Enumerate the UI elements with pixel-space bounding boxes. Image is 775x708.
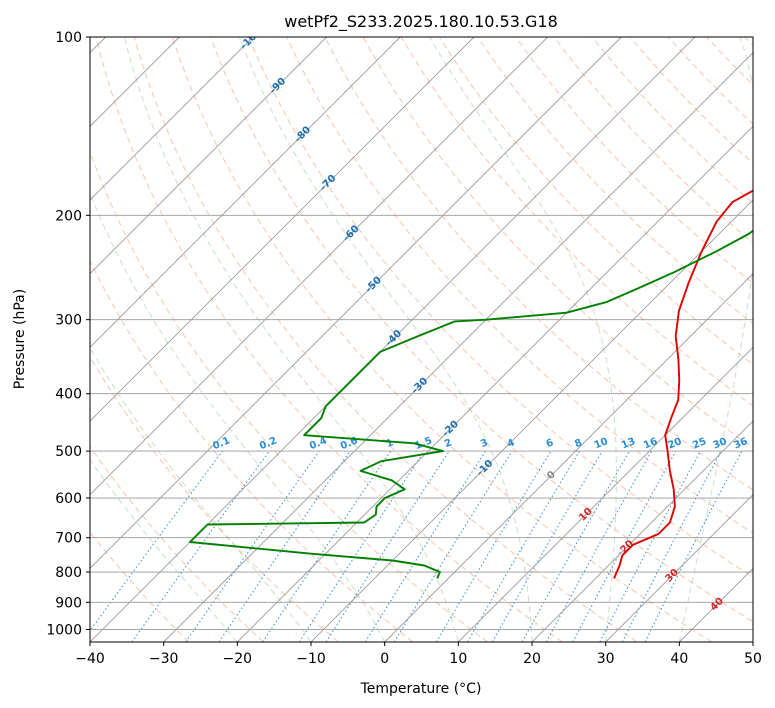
isotherm-line [237,125,753,642]
mixing-ratio-label: 4 [506,437,517,450]
mixing-ratio-label: 10 [593,436,610,451]
x-axis-ticks: −40 −30 −20 −10 0 10 20 30 40 50 [75,642,762,667]
mixing-ratio-label: 8 [573,437,584,450]
dry-adiabat-line [515,37,753,284]
mixing-ratio-line [262,450,392,642]
mixing-ratio-label: 3 [479,437,490,450]
moist-adiabat-line [429,37,617,642]
isotherm-line [752,641,753,642]
x-tick-label: 40 [670,651,688,667]
x-tick-label: 50 [744,651,762,667]
isotherm-line [310,199,753,642]
dry-adiabat-line [133,37,638,642]
mixing-ratio-line [644,450,743,642]
x-tick-label: −30 [149,651,179,667]
moist-adiabat-line [239,37,533,642]
y-axis-label: Pressure (hPa) [12,289,28,389]
mixing-ratio-line [393,450,513,642]
y-tick-label: 200 [55,208,82,224]
pressure-gridlines [90,37,753,630]
line-labels: 0.1 0.2 0.4 0.6 1 1.5 2 3 4 6 8 10 13 16 20 25 30 36-100-… [211,37,749,613]
y-tick-label: 900 [55,595,82,611]
dry-adiabat-line [95,37,563,642]
y-tick-label: 100 [55,30,82,46]
mixing-ratio-label: 20 [666,436,683,451]
skewed-isotherms [90,37,753,642]
plot-frame [89,36,754,643]
dry-adiabat-line [90,259,414,642]
x-tick-label: −10 [296,651,326,667]
mixing-ratio-line [90,450,223,632]
isotherm-line [458,346,753,642]
mixing-ratio-label: 36 [732,436,749,451]
mixing-ratio-label: 13 [620,436,637,451]
mixing-ratio-lines [90,450,743,642]
mixing-ratio-line [572,450,677,642]
dewpoint-profile [189,229,753,579]
moist-adiabat-line [123,37,459,642]
moist-adiabat-line [90,191,386,642]
y-tick-label: 700 [55,531,82,547]
x-tick-label: 20 [523,651,541,667]
x-tick-label: 30 [597,651,615,667]
isotherm-line [90,37,475,422]
y-tick-label: 600 [55,491,82,507]
mixing-ratio-label: 16 [642,436,659,451]
y-tick-label: 400 [55,387,82,403]
dry-adiabat-line [90,445,264,642]
y-tick-label: 500 [55,444,82,460]
temperature-profile [613,189,753,579]
isotherm-line [90,37,401,348]
isotherm-line [90,37,548,496]
isotherm-line [90,37,622,569]
dry-adiabat-line [90,356,339,642]
mixing-ratio-line [185,450,320,642]
isotherm-line [90,37,327,275]
isotherm-line [531,420,753,642]
x-tick-label: −20 [223,651,253,667]
mixing-ratio-line [218,450,351,642]
dry-adiabat-line [171,37,712,642]
dry-adiabat-line [324,37,753,491]
mixing-ratio-label: 6 [545,437,556,450]
isotherm-line [384,273,753,642]
x-tick-label: −40 [75,651,105,667]
y-axis-ticks: 100 200 300 400 500 600 700 800 900 1000 [46,30,90,638]
mixing-ratio-label: 30 [712,436,729,451]
dry-adiabat-line [286,37,753,534]
y-tick-label: 1000 [46,622,82,638]
dry-adiabat-line [210,37,753,623]
plot-area: 0.1 0.2 0.4 0.6 1 1.5 2 3 4 6 8 10 13 16 20 25 30 36-100-… [90,37,753,642]
x-tick-label: 10 [449,651,467,667]
y-tick-label: 800 [55,565,82,581]
moist-adiabat-line [678,37,753,642]
x-tick-label: 0 [380,651,389,667]
mixing-ratio-label: 25 [691,436,708,451]
mixing-ratio-label: 1 [384,437,395,450]
mixing-ratio-line [545,450,653,642]
isotherm-line [163,52,753,642]
mixing-ratio-label: 2 [443,437,454,450]
x-axis-label: Temperature (°C) [360,681,482,697]
mixing-ratio-line [521,450,630,642]
mixing-ratio-line [131,450,270,642]
dry-adiabats [90,37,753,642]
mixing-ratio-line [298,450,425,642]
moist-adiabat-line [90,458,238,642]
isotherm-line [605,494,753,642]
dry-adiabat-line [248,37,753,578]
chart-title: wetPf2_S233.2025.180.10.53.G18 [284,12,558,32]
mixing-ratio-line [325,450,450,642]
isotherm-line [90,37,254,201]
y-tick-label: 300 [55,313,82,329]
profiles [189,189,753,579]
